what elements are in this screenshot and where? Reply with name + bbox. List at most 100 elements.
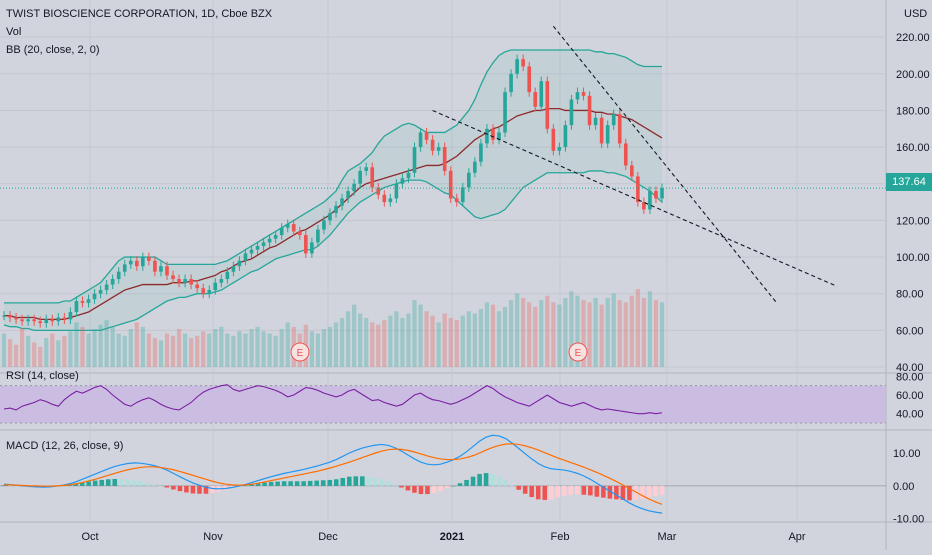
- macd-histogram-bar: [307, 480, 313, 486]
- candle-body: [38, 321, 43, 324]
- volume-bar: [508, 300, 514, 367]
- candle-body: [243, 253, 248, 261]
- volume-bar: [327, 326, 333, 367]
- candle-body: [2, 315, 6, 317]
- candle-body: [86, 299, 91, 303]
- macd-histogram-bar: [99, 479, 105, 486]
- macd-histogram-bar: [301, 481, 306, 486]
- volume-bar: [617, 300, 622, 367]
- macd-histogram-bar: [620, 485, 626, 500]
- last-price-tag: 137.64: [886, 173, 932, 191]
- macd-histogram-bar: [294, 481, 300, 486]
- volume-bar: [539, 300, 544, 367]
- macd-histogram-bar: [444, 485, 450, 489]
- macd-histogram-bar: [171, 485, 176, 490]
- candle-body: [442, 147, 447, 171]
- volume-bar: [243, 333, 248, 367]
- macd-histogram-bar: [581, 485, 587, 495]
- macd-histogram-bar: [255, 483, 261, 486]
- volume-bar: [13, 344, 19, 367]
- candle-body: [630, 165, 634, 177]
- macd-histogram-bar: [659, 485, 665, 495]
- candle-body: [491, 128, 495, 140]
- volume-bar: [515, 293, 520, 367]
- candle-body: [201, 288, 206, 294]
- volume-bar: [74, 322, 79, 367]
- macd-histogram-bar: [477, 474, 482, 486]
- earnings-marker-feb: E: [568, 342, 588, 362]
- candle-body: [473, 161, 477, 173]
- volume-bar: [146, 333, 151, 367]
- volume-bar: [659, 302, 665, 367]
- rsi-band: [0, 385, 886, 423]
- macd-legend: MACD (12, 26, close, 9): [6, 440, 124, 452]
- candle-body: [104, 284, 109, 291]
- volume-bar: [358, 313, 363, 367]
- bollinger-legend: BB (20, close, 2, 0): [6, 44, 100, 56]
- price-tick-label: 160.00: [896, 142, 930, 154]
- candle-body: [424, 132, 429, 140]
- candle-body: [436, 147, 441, 151]
- volume-bar: [382, 320, 387, 367]
- volume-bar: [370, 322, 375, 367]
- macd-histogram-bar: [470, 476, 476, 486]
- candle-body: [237, 260, 242, 267]
- candle-body: [134, 260, 139, 267]
- macd-histogram-bar: [646, 485, 652, 498]
- macd-histogram-bar: [118, 479, 124, 486]
- price-tick-label: 40.00: [896, 362, 924, 374]
- candle-body: [611, 114, 616, 126]
- candle-body: [74, 301, 79, 313]
- earnings-marker-nov: E: [290, 342, 310, 362]
- candle-body: [322, 220, 326, 230]
- macd-histogram-bar: [158, 485, 163, 487]
- volume-bar: [92, 329, 97, 367]
- price-tick-label: 120.00: [896, 215, 930, 227]
- volume-bar: [140, 326, 145, 367]
- candle-body: [648, 191, 652, 210]
- macd-histogram-bar: [1, 485, 7, 486]
- volume-bar: [273, 335, 278, 367]
- volume-bar: [68, 331, 73, 367]
- volume-bar: [170, 335, 176, 367]
- candle-body: [285, 224, 290, 228]
- volume-bar: [623, 302, 628, 367]
- candle-body: [370, 167, 375, 188]
- macd-histogram-bar: [275, 481, 280, 486]
- time-tick-label: Dec: [318, 531, 338, 543]
- volume-bar: [32, 342, 37, 367]
- volume-bar: [176, 329, 182, 367]
- volume-bar: [478, 309, 484, 367]
- candle-body: [551, 128, 556, 151]
- macd-histogram-bar: [412, 485, 417, 493]
- volume-bar: [321, 329, 327, 367]
- candle-body: [460, 187, 465, 203]
- volume-bar: [231, 335, 236, 367]
- macd-histogram-bar: [327, 479, 333, 486]
- volume-bar: [219, 326, 224, 367]
- candle-body: [454, 198, 459, 203]
- candle-body: [231, 266, 236, 272]
- macd-histogram-bar: [594, 485, 600, 497]
- macd-histogram-bar: [353, 476, 359, 486]
- macd-histogram-bar: [73, 483, 78, 486]
- volume-bar: [551, 302, 556, 367]
- volume-bar: [333, 322, 339, 367]
- candle-body: [32, 319, 36, 322]
- candle-body: [364, 167, 369, 171]
- trendline-lower: [432, 109, 838, 287]
- candle-body: [183, 279, 187, 283]
- price-tick-label: 80.00: [896, 289, 924, 301]
- volume-bar: [189, 338, 194, 367]
- candle-body: [636, 176, 640, 203]
- macd-histogram-bar: [535, 485, 541, 500]
- macd-histogram-bar: [288, 481, 293, 486]
- candle-body: [509, 73, 513, 93]
- macd-histogram-bar: [366, 476, 372, 486]
- macd-histogram-bar: [79, 482, 85, 486]
- volume-bar: [261, 331, 266, 367]
- rsi-tick-label: 60.00: [896, 390, 924, 402]
- candle-body: [479, 143, 483, 162]
